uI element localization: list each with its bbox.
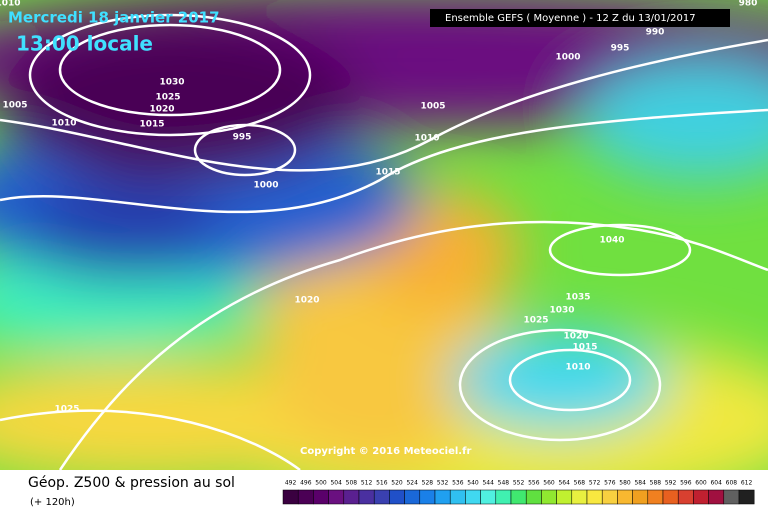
isobar-label: 1000 (555, 53, 580, 63)
model-info: Ensemble GEFS ( Moyenne ) - 12 Z du 13/0… (445, 13, 696, 24)
scale-label: 564 (558, 480, 570, 487)
scale-label: 588 (650, 480, 662, 487)
scale-label: 496 (300, 480, 312, 487)
forecast-time: 13:00 locale (16, 32, 153, 56)
scale-cell (525, 489, 542, 505)
scale-cell (693, 489, 709, 505)
scale-label: 584 (634, 480, 646, 487)
scale-label: 604 (710, 480, 722, 487)
scale-label: 572 (589, 480, 601, 487)
isobar-label: 1015 (375, 168, 400, 178)
scale-cell (373, 489, 390, 505)
scale-label: 512 (361, 480, 373, 487)
scale-cell (677, 489, 694, 505)
isobar-label: 1020 (294, 296, 319, 306)
isobar-label: 980 (739, 0, 758, 9)
scale-label: 608 (726, 480, 738, 487)
scale-cell (556, 489, 573, 505)
scale-cell (282, 489, 299, 505)
isobar-label: 1010 (414, 134, 439, 144)
scale-label: 524 (406, 480, 418, 487)
isobar-label: 1010 (565, 363, 590, 373)
scale-label: 596 (680, 480, 692, 487)
isobar-label: 1030 (159, 78, 184, 88)
isobar-label: 1035 (565, 293, 590, 303)
scale-cell (617, 489, 633, 505)
scale-label: 500 (315, 480, 327, 487)
scale-label: 592 (665, 480, 677, 487)
scale-cell (434, 489, 451, 505)
scale-cell (358, 489, 375, 505)
scale-label: 532 (437, 480, 449, 487)
scale-label: 504 (330, 480, 342, 487)
scale-cell (662, 489, 679, 505)
scale-cell (297, 489, 314, 505)
isobar-label: 990 (646, 28, 665, 38)
scale-cell (708, 489, 725, 505)
scale-label: 508 (346, 480, 358, 487)
isobar-label: 995 (233, 133, 252, 143)
scale-cell (404, 489, 421, 505)
model-banner (430, 9, 730, 27)
scale-label: 528 (422, 480, 434, 487)
isobar-label: 1020 (149, 105, 174, 115)
scale-cell (510, 489, 527, 505)
isobar-label: 1015 (139, 120, 164, 130)
isobar-label: 1005 (420, 102, 445, 112)
isobar-lines (0, 13, 768, 470)
isobar-label: 1010 (51, 119, 76, 129)
scale-cell (328, 489, 345, 505)
isobar-label: 1005 (2, 101, 27, 111)
scale-cell (723, 489, 740, 505)
scale-cell (541, 489, 557, 505)
scale-label: 556 (528, 480, 540, 487)
scale-cell (313, 489, 329, 505)
scale-label: 544 (482, 480, 494, 487)
footer-lead: (+ 120h) (30, 497, 75, 508)
scale-label: 560 (543, 480, 555, 487)
scale-cell (419, 489, 436, 505)
scale-cell (601, 489, 618, 505)
color-scale: 492 496 500 504 508 512 516 520 524 528 532 536 540 5… (282, 480, 755, 505)
scale-label: 492 (285, 480, 297, 487)
scale-label: 612 (741, 480, 753, 487)
scale-label: 540 (467, 480, 479, 487)
isobar-label: 995 (611, 44, 630, 54)
scale-label: 552 (513, 480, 525, 487)
scale-cell (343, 489, 360, 505)
isobar-label: 1025 (155, 93, 180, 103)
scale-label: 600 (695, 480, 707, 487)
isobar-label: 1010 (0, 0, 21, 9)
scale-label: 576 (604, 480, 616, 487)
scale-cell (465, 489, 481, 505)
forecast-date: Mercredi 18 janvier 2017 (8, 9, 220, 27)
isobar-label: 1040 (599, 236, 624, 246)
scale-cell (647, 489, 664, 505)
isobar-label: 1025 (523, 316, 548, 326)
scale-label: 520 (391, 480, 403, 487)
scale-cell (738, 489, 755, 505)
scale-label: 568 (574, 480, 586, 487)
isobar-labels: 1010980990995100010301025102010151005101… (0, 0, 757, 415)
footer-title: Géop. Z500 & pression au sol (28, 475, 235, 491)
scale-label: 536 (452, 480, 464, 487)
scale-cell (571, 489, 588, 505)
isobar-label: 1025 (54, 405, 79, 415)
scale-cell (632, 489, 649, 505)
scale-cell (449, 489, 466, 505)
scale-label: 516 (376, 480, 388, 487)
isobar-label: 1000 (253, 181, 278, 191)
scale-cell (586, 489, 603, 505)
scale-label: 580 (619, 480, 631, 487)
isobar-label: 1030 (549, 306, 574, 316)
isobar-label: 1020 (563, 332, 588, 342)
scale-label: 548 (498, 480, 510, 487)
scale-cell (389, 489, 405, 505)
copyright: Copyright © 2016 Meteociel.fr (300, 446, 471, 457)
scale-cell (480, 489, 497, 505)
isobar-label: 1015 (572, 343, 597, 353)
scale-cell (495, 489, 512, 505)
